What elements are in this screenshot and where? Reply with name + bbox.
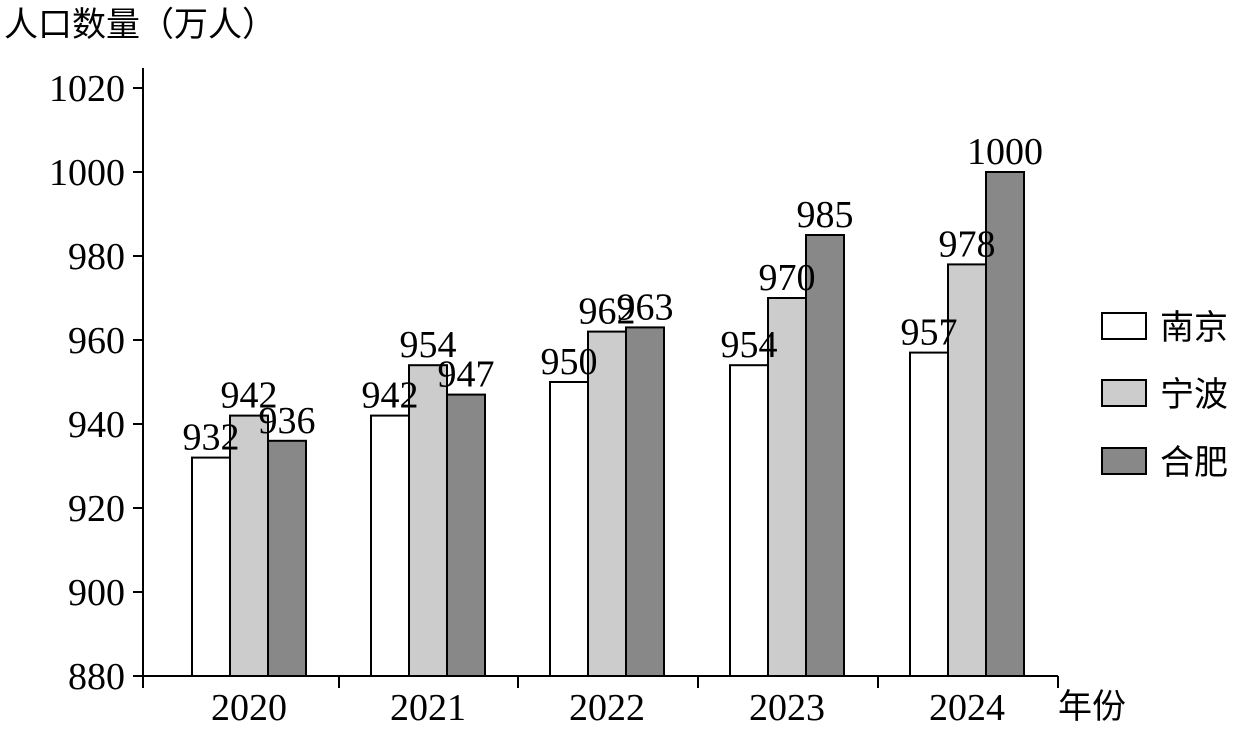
bar <box>767 297 807 677</box>
bar <box>805 234 845 677</box>
bar <box>587 330 627 677</box>
legend-label: 合肥 <box>1160 443 1228 483</box>
x-tick-label: 2024 <box>929 687 1005 729</box>
data-label: 970 <box>759 257 816 299</box>
data-label: 936 <box>259 400 316 442</box>
x-axis-title: 年份 <box>1058 687 1126 727</box>
legend-swatch <box>1101 447 1147 475</box>
x-tick-label: 2022 <box>569 687 645 729</box>
bar <box>408 364 448 677</box>
bar <box>191 456 231 677</box>
data-label: 1000 <box>967 131 1043 173</box>
y-tick-label: 1000 <box>49 152 125 194</box>
x-tick-label: 2020 <box>211 687 287 729</box>
data-label: 947 <box>438 354 495 396</box>
bar <box>985 171 1025 677</box>
bar <box>625 326 665 677</box>
data-label: 963 <box>617 286 674 328</box>
x-axis: 2020 2021 2022 2023 2024 <box>142 675 1059 729</box>
bar <box>909 351 949 677</box>
legend-label: 宁波 <box>1160 375 1228 415</box>
y-tick-label: 880 <box>68 656 125 698</box>
y-tick-label: 1020 <box>49 68 125 110</box>
bar <box>549 381 589 677</box>
y-axis-title: 人口数量（万人） <box>4 5 276 45</box>
legend-label: 南京 <box>1160 308 1228 348</box>
y-tick-label: 980 <box>68 236 125 278</box>
y-tick-label: 940 <box>68 404 125 446</box>
data-label: 932 <box>183 417 240 459</box>
data-label: 954 <box>400 324 457 366</box>
bars <box>191 171 1025 677</box>
bar <box>267 439 307 677</box>
legend-swatch <box>1101 379 1147 407</box>
data-label: 950 <box>541 341 598 383</box>
y-tick-label: 920 <box>68 488 125 530</box>
data-label: 942 <box>362 375 419 417</box>
data-label: 978 <box>939 223 996 265</box>
data-label: 985 <box>797 194 854 236</box>
y-tick-label: 900 <box>68 572 125 614</box>
y-tick-label: 960 <box>68 320 125 362</box>
data-label: 957 <box>901 312 958 354</box>
y-axis: 880 900 920 940 960 980 1000 1020 <box>49 68 144 698</box>
legend-swatch <box>1101 312 1147 340</box>
x-tick-label: 2021 <box>390 687 466 729</box>
bar <box>446 393 486 677</box>
bar <box>370 414 410 677</box>
data-label: 962 <box>579 291 636 333</box>
x-tick-label: 2023 <box>749 687 825 729</box>
data-label: 954 <box>721 324 778 366</box>
data-label: 942 <box>221 375 278 417</box>
bar <box>229 414 269 677</box>
bar <box>729 364 769 677</box>
